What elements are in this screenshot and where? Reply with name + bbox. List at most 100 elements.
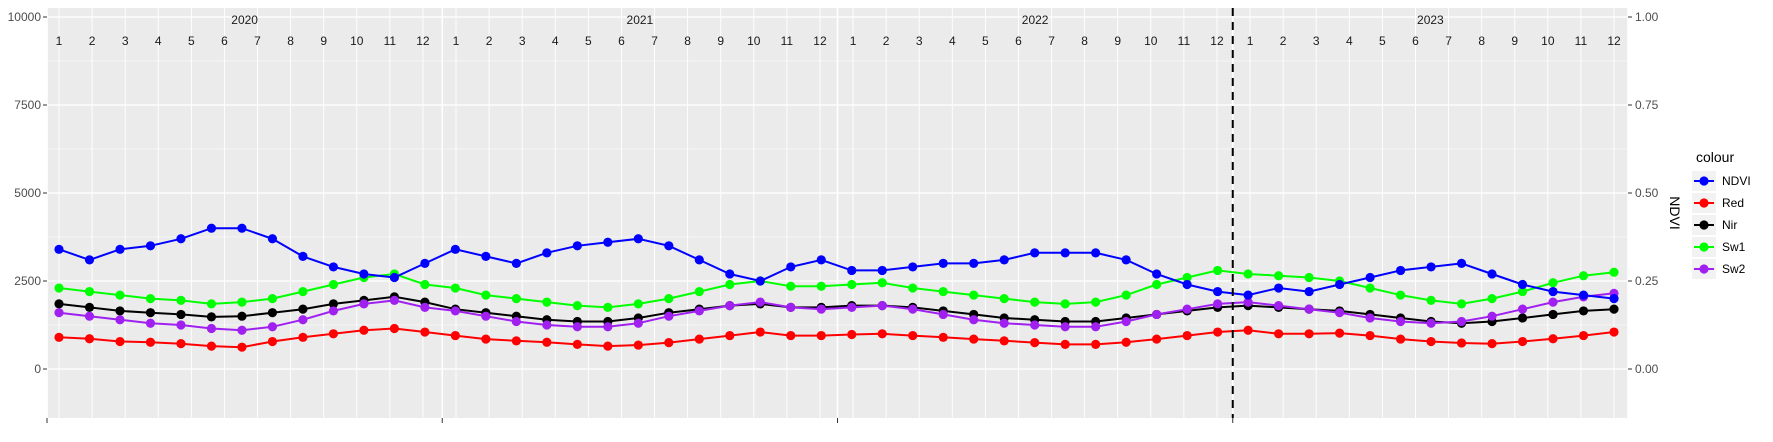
month-label: 12 xyxy=(813,34,827,48)
data-point-ndvi xyxy=(267,234,278,244)
data-point-red xyxy=(420,327,430,337)
y-right-tick-label: 0.00 xyxy=(1635,362,1659,376)
y-right-tick-label: 1.00 xyxy=(1635,10,1659,24)
month-label: 1 xyxy=(56,34,63,48)
data-point-sw1 xyxy=(1274,271,1284,281)
data-point-sw1 xyxy=(1121,290,1131,300)
data-point-red xyxy=(542,337,552,347)
month-label: 7 xyxy=(651,34,658,48)
data-point-red xyxy=(694,334,704,344)
data-point-red xyxy=(1213,327,1223,337)
data-point-sw1 xyxy=(1548,278,1558,288)
data-point-nir xyxy=(84,302,95,312)
month-label: 3 xyxy=(519,34,526,48)
data-point-sw2 xyxy=(1304,304,1314,314)
data-point-sw1 xyxy=(54,283,64,293)
data-point-sw1 xyxy=(1091,297,1101,307)
y-left-tick-label: 2500 xyxy=(14,274,41,288)
data-point-sw1 xyxy=(115,290,125,300)
data-point-ndvi xyxy=(877,265,887,276)
data-point-ndvi xyxy=(633,234,643,244)
data-point-ndvi xyxy=(1426,262,1436,272)
data-point-sw1 xyxy=(938,286,948,297)
data-point-sw1 xyxy=(206,299,217,309)
data-point-ndvi xyxy=(603,237,613,247)
data-point-sw2 xyxy=(755,297,765,307)
data-point-ndvi xyxy=(542,248,552,258)
month-label: 10 xyxy=(747,34,761,48)
data-point-red xyxy=(603,341,613,351)
data-point-red xyxy=(1121,337,1131,347)
data-point-sw2 xyxy=(694,306,704,316)
data-point-nir xyxy=(176,309,186,320)
data-point-sw1 xyxy=(908,283,918,293)
month-label: 7 xyxy=(1048,34,1055,48)
month-label: 11 xyxy=(1178,34,1191,48)
legend-label: Red xyxy=(1722,196,1744,210)
data-point-ndvi xyxy=(1213,286,1223,297)
data-point-ndvi xyxy=(359,269,369,279)
data-point-sw1 xyxy=(1426,295,1436,305)
data-point-red xyxy=(1030,338,1040,348)
year-label: 2020 xyxy=(231,13,258,27)
data-point-red xyxy=(786,330,796,341)
legend-key-point xyxy=(1699,176,1709,186)
month-label: 8 xyxy=(287,34,294,48)
legend-key-point xyxy=(1699,242,1709,252)
data-point-sw1 xyxy=(145,294,156,304)
data-point-sw2 xyxy=(115,315,125,325)
data-point-sw2 xyxy=(664,311,674,321)
month-label: 9 xyxy=(1511,34,1518,48)
data-point-sw2 xyxy=(1456,316,1467,327)
data-point-red xyxy=(1426,336,1436,347)
month-label: 9 xyxy=(320,34,327,48)
data-point-sw1 xyxy=(1456,299,1467,309)
data-point-red xyxy=(1548,334,1558,344)
data-point-red xyxy=(1517,336,1528,347)
data-point-sw1 xyxy=(877,278,887,288)
data-point-ndvi xyxy=(816,255,826,265)
data-point-sw1 xyxy=(1609,267,1619,277)
data-point-red xyxy=(267,336,278,347)
data-point-red xyxy=(1578,330,1589,341)
data-point-ndvi xyxy=(725,269,735,279)
data-point-sw2 xyxy=(572,322,582,332)
data-point-sw1 xyxy=(1487,294,1497,304)
legend-label: Sw1 xyxy=(1722,240,1746,254)
data-point-nir xyxy=(1578,306,1589,316)
data-point-sw2 xyxy=(1426,318,1436,328)
data-point-ndvi xyxy=(1365,272,1375,283)
data-point-sw2 xyxy=(328,306,339,316)
data-point-sw1 xyxy=(1030,297,1040,307)
data-point-ndvi xyxy=(786,262,796,272)
month-label: 7 xyxy=(254,34,261,48)
data-point-sw2 xyxy=(84,311,95,321)
month-label: 5 xyxy=(982,34,989,48)
data-point-sw1 xyxy=(1395,290,1406,300)
data-point-sw2 xyxy=(1030,320,1040,330)
year-label: 2021 xyxy=(627,13,654,27)
data-point-sw1 xyxy=(420,279,430,290)
y-left-tick-label: 5000 xyxy=(14,186,41,200)
data-point-ndvi xyxy=(1334,279,1345,290)
data-point-ndvi xyxy=(1243,290,1253,300)
data-point-sw2 xyxy=(847,302,857,312)
data-point-sw1 xyxy=(847,279,857,290)
data-point-sw1 xyxy=(176,295,186,305)
month-label: 2 xyxy=(883,34,890,48)
data-point-sw1 xyxy=(1304,272,1314,283)
data-point-nir xyxy=(54,299,64,309)
data-point-red xyxy=(206,341,217,351)
year-label: 2022 xyxy=(1022,13,1049,27)
axes: 0 2500 5000 7500 10000 0.00 0.25 0.50 0.75 1.00 xyxy=(8,10,1659,423)
year-label: 2023 xyxy=(1417,13,1444,27)
data-point-sw1 xyxy=(1152,279,1162,290)
data-point-red xyxy=(115,336,125,347)
data-point-red xyxy=(725,330,735,341)
data-point-red xyxy=(1182,330,1192,341)
data-point-red xyxy=(145,337,156,347)
data-point-red xyxy=(664,338,674,348)
data-point-ndvi xyxy=(908,262,918,272)
data-point-sw2 xyxy=(176,320,186,330)
